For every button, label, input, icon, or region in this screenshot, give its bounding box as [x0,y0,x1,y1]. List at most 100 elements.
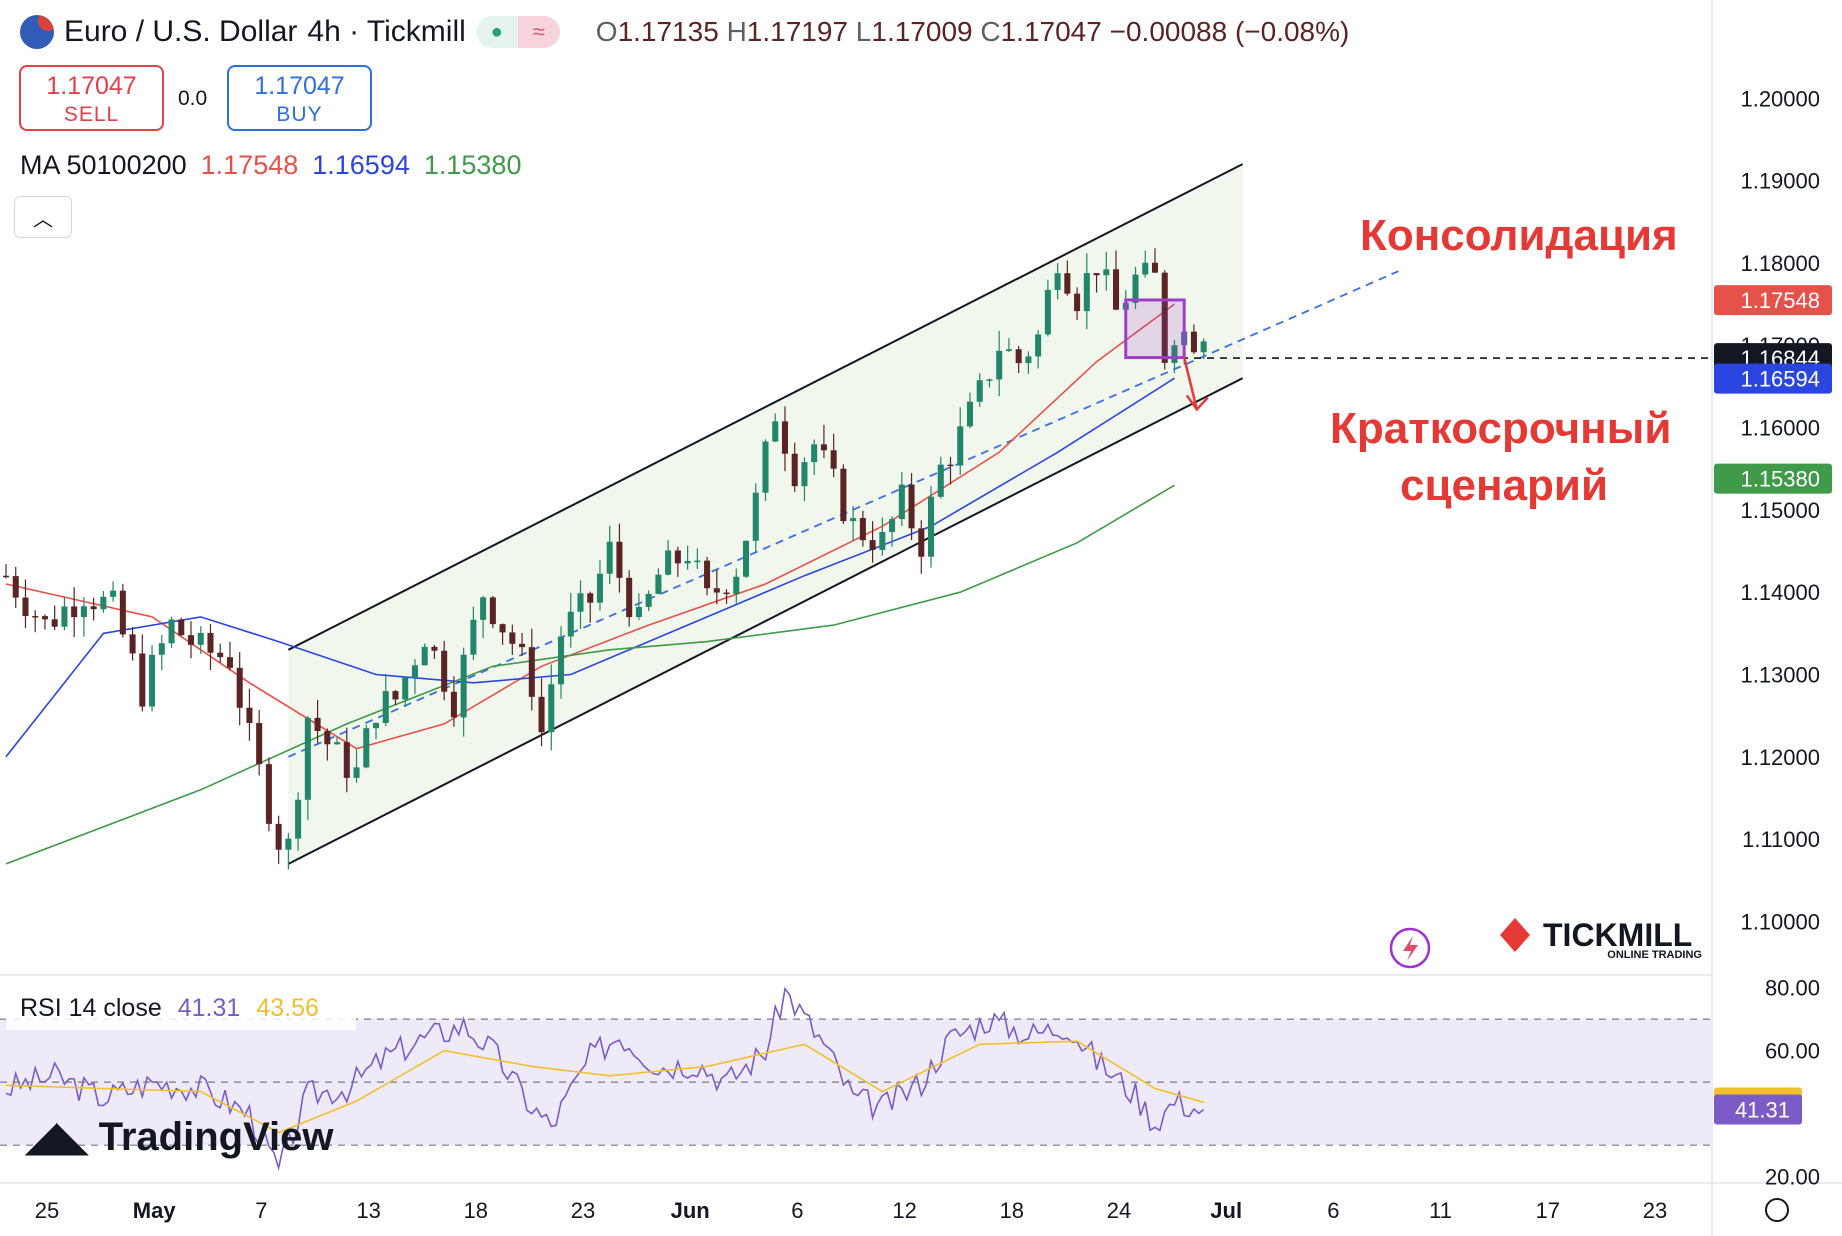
candle[interactable] [441,650,448,692]
candle[interactable] [596,573,603,603]
candle[interactable] [616,541,623,578]
candle[interactable] [801,462,808,487]
candle[interactable] [1074,293,1081,312]
dot-icon[interactable]: ● [475,16,518,48]
candle[interactable] [450,691,457,718]
candle[interactable] [996,350,1003,380]
channel-lower-line[interactable] [287,377,1244,865]
consolidation-box[interactable] [1124,298,1186,360]
candle[interactable] [538,696,545,733]
candle[interactable] [762,441,769,493]
candle[interactable] [41,616,48,620]
candle[interactable] [80,606,87,618]
candle[interactable] [226,657,233,668]
candle[interactable] [1005,349,1012,351]
sell-button[interactable]: 1.17047 SELL [19,65,164,131]
candle[interactable] [51,619,58,627]
candle[interactable] [149,654,156,707]
channel-upper-line[interactable] [287,163,1244,651]
candle[interactable] [431,646,438,651]
candle[interactable] [557,636,565,685]
candle[interactable] [314,717,321,732]
moving-average-line-ma100[interactable] [5,377,1175,758]
candle[interactable] [1015,349,1022,364]
candle[interactable] [752,492,759,541]
candle[interactable] [197,632,204,645]
collapse-legend-button[interactable]: ︿ [14,196,72,238]
rsi-legend[interactable]: RSI 14 close 41.31 43.56 [20,994,319,1023]
wave-icon[interactable]: ≈ [517,16,560,48]
candle[interactable] [791,453,798,487]
rsi-line[interactable] [5,986,1205,1172]
candle[interactable] [256,723,263,765]
candle[interactable] [1171,345,1178,363]
candle[interactable] [32,616,39,618]
buy-button[interactable]: 1.17047 BUY [227,65,372,131]
candle[interactable] [139,653,146,707]
candle[interactable] [343,742,350,778]
candle[interactable] [119,590,126,635]
moving-average-line-ma200[interactable] [5,484,1175,865]
candle[interactable] [908,484,915,529]
candle[interactable] [567,611,574,637]
candle[interactable] [811,444,818,463]
symbol-name[interactable]: Euro / U.S. Dollar [64,15,298,48]
candle[interactable] [275,823,282,850]
candle[interactable] [489,597,496,625]
candle[interactable] [372,722,380,729]
candle[interactable] [1161,272,1168,363]
candle[interactable] [830,450,837,469]
candle[interactable] [1151,262,1159,273]
candle[interactable] [217,652,224,658]
candle[interactable] [187,635,195,645]
candle[interactable] [694,560,701,563]
candle[interactable] [61,606,68,627]
candle[interactable] [1093,273,1100,276]
candle[interactable] [480,597,487,620]
status-pill[interactable]: ● ≈ [475,16,560,48]
candle[interactable] [889,519,896,533]
candle[interactable] [655,574,662,594]
candle[interactable] [411,665,418,678]
candle[interactable] [22,597,29,617]
candle[interactable] [928,496,935,557]
candle[interactable] [966,401,973,427]
candle[interactable] [1054,273,1061,290]
candle[interactable] [957,426,964,466]
candle[interactable] [1044,289,1051,335]
candle[interactable] [402,677,409,700]
candle[interactable] [528,647,535,697]
candle[interactable] [519,643,526,648]
candle[interactable] [684,560,691,564]
candle[interactable] [820,444,827,451]
candle[interactable] [71,606,78,618]
candle[interactable] [577,593,584,612]
candle[interactable] [353,767,360,778]
rsi-ma-line[interactable] [5,1040,1204,1134]
candle[interactable] [509,632,516,644]
candle[interactable] [236,667,243,708]
settings-gear-icon[interactable] [1765,1198,1789,1222]
candle[interactable] [460,654,467,718]
candle[interactable] [947,464,954,467]
candle[interactable] [635,606,642,618]
candle[interactable] [158,643,165,655]
ma-legend[interactable]: MA 50100200 1.17548 1.16594 1.15380 [20,150,521,181]
candle[interactable] [606,541,613,574]
candle[interactable] [1200,341,1207,353]
candle[interactable] [1064,273,1071,294]
candle[interactable] [840,468,847,522]
candle[interactable] [324,731,331,745]
candle[interactable] [1113,269,1120,310]
candle[interactable] [733,576,740,594]
candle[interactable] [1025,356,1032,364]
candle[interactable] [178,619,185,636]
candle[interactable] [772,421,779,442]
candle[interactable] [207,632,214,653]
candle[interactable] [129,634,136,654]
candle[interactable] [265,764,272,824]
candle[interactable] [898,484,905,520]
candle[interactable] [645,593,652,607]
candle[interactable] [713,588,720,593]
candle[interactable] [918,528,925,557]
